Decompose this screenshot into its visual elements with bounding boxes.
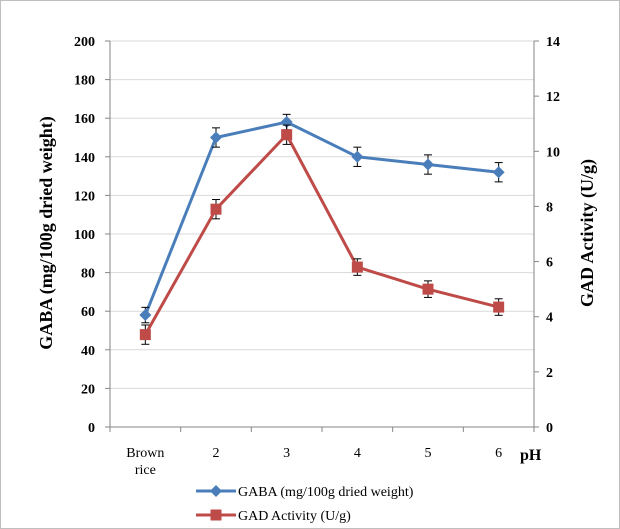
series-gaba	[139, 113, 505, 324]
data-point	[492, 166, 505, 179]
left-tick-label: 20	[81, 382, 95, 397]
legend-label: GABA (mg/100g dried weight)	[238, 485, 414, 500]
data-point	[281, 129, 293, 141]
data-point	[493, 301, 505, 313]
data-point	[139, 309, 152, 322]
right-tick-label: 14	[546, 35, 560, 50]
data-point	[139, 329, 151, 341]
legend-label: GAD Activity (U/g)	[238, 509, 351, 524]
axes	[109, 41, 535, 432]
left-tick-label: 200	[74, 35, 95, 50]
data-point	[210, 131, 222, 144]
right-axis-ticks: 0 2 4 6 8 10 12 14	[534, 35, 560, 436]
right-tick-label: 10	[546, 145, 560, 160]
legend-item: GAD Activity (U/g)	[196, 509, 351, 524]
series-line	[144, 133, 500, 336]
x-tick-label: Brown rice	[126, 446, 164, 478]
series-layer	[139, 113, 505, 345]
left-tick-label: 180	[74, 74, 95, 89]
gridlines	[110, 40, 534, 428]
x-axis-categories: Brown rice 2 3 4 5 6	[126, 446, 502, 478]
y2-axis-title: GAD Activity (U/g)	[577, 159, 598, 307]
right-tick-label: 8	[546, 200, 553, 215]
left-tick-label: 140	[74, 151, 95, 166]
right-tick-label: 6	[546, 256, 553, 271]
left-tick-label: 100	[74, 228, 95, 243]
y-axis-title: GABA (mg/100g dried weight)	[36, 116, 57, 350]
left-tick-label: 120	[74, 189, 95, 204]
x-tick-label: 6	[495, 446, 502, 461]
data-point	[351, 150, 364, 163]
x-tick-label: 3	[283, 446, 290, 461]
left-tick-label: 160	[74, 112, 95, 127]
legend: GABA (mg/100g dried weight) GAD Activity …	[196, 485, 414, 524]
data-point	[210, 203, 222, 215]
left-tick-label: 40	[81, 344, 95, 359]
data-point	[422, 283, 434, 295]
right-tick-label: 12	[546, 90, 560, 105]
right-tick-label: 2	[546, 366, 553, 381]
legend-marker	[210, 485, 222, 497]
left-tick-label: 80	[81, 267, 95, 282]
x-tick-label: 2	[213, 446, 220, 461]
legend-marker	[210, 509, 222, 521]
left-tick-label: 0	[88, 421, 95, 436]
data-point	[422, 158, 434, 171]
x-tick-label: 5	[425, 446, 432, 461]
right-tick-label: 4	[546, 311, 553, 326]
series-gad	[139, 124, 505, 345]
series-line	[143, 120, 499, 316]
x-tick-label: 4	[354, 446, 361, 461]
left-axis-ticks: 0 20 40 60 80 100 120 140 160 180 200	[74, 35, 110, 436]
right-tick-label: 0	[546, 421, 553, 436]
data-point	[351, 261, 363, 273]
x-axis-title: pH	[520, 447, 542, 464]
legend-item: GABA (mg/100g dried weight)	[196, 485, 414, 500]
left-tick-label: 60	[81, 305, 95, 320]
